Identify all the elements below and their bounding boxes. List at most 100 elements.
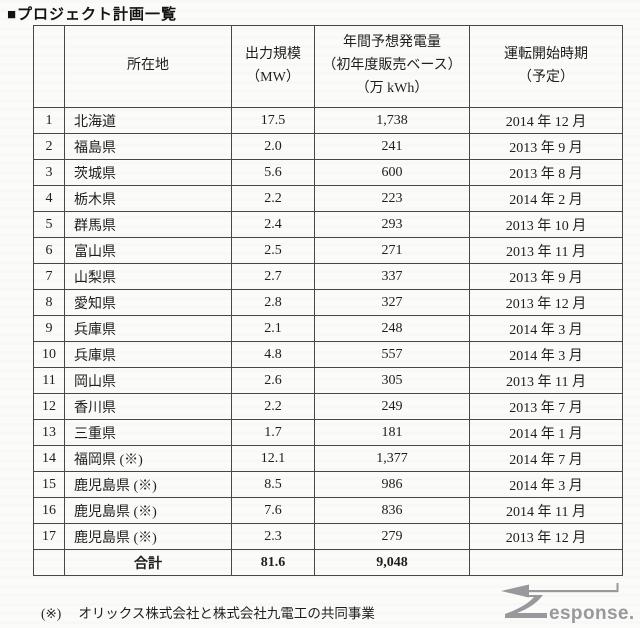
cell-no: 15 (33, 471, 65, 498)
cell-mw: 17.5 (231, 107, 315, 134)
cell-location: 鹿児島県 (※) (64, 471, 232, 498)
cell-mw: 12.1 (231, 445, 315, 472)
project-plan-table: 所在地 出力規模 （MW） 年間予想発電量 （初年度販売ベース） （万 kWh） 運転開始時… (33, 25, 623, 576)
table-row: 2 福島県 2.0 241 2013 年 9 月 (33, 133, 623, 160)
column-header-no (33, 25, 65, 108)
table-row: 15 鹿児島県 (※) 8.5 986 2014 年 3 月 (33, 471, 623, 498)
cell-kwh: 271 (314, 237, 470, 264)
cell-kwh: 223 (314, 185, 470, 212)
response-logo: esponse. (497, 583, 640, 627)
cell-start: 2013 年 12 月 (469, 523, 623, 550)
cell-start: 2014 年 11 月 (469, 497, 623, 524)
cell-start: 2013 年 9 月 (469, 133, 623, 160)
column-header-location: 所在地 (64, 25, 232, 108)
cell-mw: 2.5 (231, 237, 315, 264)
cell-start: 2014 年 3 月 (469, 315, 623, 342)
cell-no: 10 (33, 341, 65, 368)
column-header-line: （MW） (246, 69, 300, 85)
cell-kwh: 293 (314, 211, 470, 238)
cell-mw: 2.7 (231, 263, 315, 290)
cell-start (469, 549, 623, 576)
cell-mw: 2.4 (231, 211, 315, 238)
cell-mw: 2.2 (231, 185, 315, 212)
table-row: 4 栃木県 2.2 223 2014 年 2 月 (33, 185, 623, 212)
cell-start: 2014 年 1 月 (469, 419, 623, 446)
cell-no: 17 (33, 523, 65, 550)
cell-location: 山梨県 (64, 263, 232, 290)
table-row: 3 茨城県 5.6 600 2013 年 8 月 (33, 159, 623, 186)
cell-location: 岡山県 (64, 367, 232, 394)
table-row: 7 山梨県 2.7 337 2013 年 9 月 (33, 263, 623, 290)
column-header-kwh: 年間予想発電量 （初年度販売ベース） （万 kWh） (314, 25, 470, 108)
table-row: 13 三重県 1.7 181 2014 年 1 月 (33, 419, 623, 446)
table-row: 12 香川県 2.2 249 2013 年 7 月 (33, 393, 623, 420)
column-header-line: 年間予想発電量 (343, 35, 441, 51)
cell-location: 群馬県 (64, 211, 232, 238)
cell-start: 2014 年 7 月 (469, 445, 623, 472)
column-header-line: 出力規模 (245, 46, 301, 62)
table-row: 5 群馬県 2.4 293 2013 年 10 月 (33, 211, 623, 238)
table-row: 11 岡山県 2.6 305 2013 年 11 月 (33, 367, 623, 394)
cell-location: 合計 (64, 549, 232, 576)
cell-kwh: 305 (314, 367, 470, 394)
cell-kwh: 249 (314, 393, 470, 420)
cell-mw: 4.8 (231, 341, 315, 368)
table-row: 6 富山県 2.5 271 2013 年 11 月 (33, 237, 623, 264)
column-header-line: （万 kWh） (355, 80, 429, 96)
column-header-line: （初年度販売ベース） (322, 58, 462, 74)
table-row: 9 兵庫県 2.1 248 2014 年 3 月 (33, 315, 623, 342)
cell-kwh: 279 (314, 523, 470, 550)
cell-location: 兵庫県 (64, 315, 232, 342)
column-header-mw: 出力規模 （MW） (231, 25, 315, 108)
cell-mw: 2.8 (231, 289, 315, 316)
cell-no: 6 (33, 237, 65, 264)
cell-kwh: 600 (314, 159, 470, 186)
cell-no: 16 (33, 497, 65, 524)
cell-kwh: 241 (314, 133, 470, 160)
cell-no: 2 (33, 133, 65, 160)
logo-wordmark: esponse. (549, 603, 635, 624)
cell-kwh: 557 (314, 341, 470, 368)
cell-no: 5 (33, 211, 65, 238)
cell-no: 14 (33, 445, 65, 472)
cell-no: 9 (33, 315, 65, 342)
cell-location: 三重県 (64, 419, 232, 446)
table-row: 8 愛知県 2.8 327 2013 年 12 月 (33, 289, 623, 316)
table-row: 1 北海道 17.5 1,738 2014 年 12 月 (33, 107, 623, 134)
cell-start: 2013 年 12 月 (469, 289, 623, 316)
cell-mw: 2.2 (231, 393, 315, 420)
cell-start: 2014 年 12 月 (469, 107, 623, 134)
footnote-text: オリックス株式会社と株式会社九電工の共同事業 (78, 606, 375, 621)
cell-mw: 8.5 (231, 471, 315, 498)
cell-mw: 2.6 (231, 367, 315, 394)
cell-start: 2014 年 3 月 (469, 341, 623, 368)
cell-mw: 81.6 (231, 549, 315, 576)
cell-location: 福岡県 (※) (64, 445, 232, 472)
cell-start: 2013 年 11 月 (469, 367, 623, 394)
table-row: 10 兵庫県 4.8 557 2014 年 3 月 (33, 341, 623, 368)
cell-kwh: 9,048 (314, 549, 470, 576)
cell-start: 2014 年 3 月 (469, 471, 623, 498)
cell-no: 11 (33, 367, 65, 394)
cell-mw: 2.0 (231, 133, 315, 160)
table-body: 1 北海道 17.5 1,738 2014 年 12 月 2 福島県 2.0 241 2013 年… (33, 107, 623, 576)
column-header-line: 所在地 (127, 58, 169, 74)
column-header-line: 運転開始時期 (504, 46, 588, 62)
cell-mw: 2.3 (231, 523, 315, 550)
cell-no: 8 (33, 289, 65, 316)
response-logo-graphic: esponse. (501, 583, 635, 624)
cell-location: 香川県 (64, 393, 232, 420)
cell-no (33, 549, 65, 576)
cell-location: 栃木県 (64, 185, 232, 212)
cell-start: 2013 年 10 月 (469, 211, 623, 238)
cell-kwh: 248 (314, 315, 470, 342)
cell-no: 4 (33, 185, 65, 212)
cell-mw: 7.6 (231, 497, 315, 524)
cell-mw: 5.6 (231, 159, 315, 186)
table-row: 14 福岡県 (※) 12.1 1,377 2014 年 7 月 (33, 445, 623, 472)
response-arrow-icon (501, 583, 619, 618)
cell-start: 2014 年 2 月 (469, 185, 623, 212)
page-title: ■プロジェクト計画一覧 (7, 7, 178, 23)
cell-no: 13 (33, 419, 65, 446)
cell-location: 鹿児島県 (※) (64, 497, 232, 524)
